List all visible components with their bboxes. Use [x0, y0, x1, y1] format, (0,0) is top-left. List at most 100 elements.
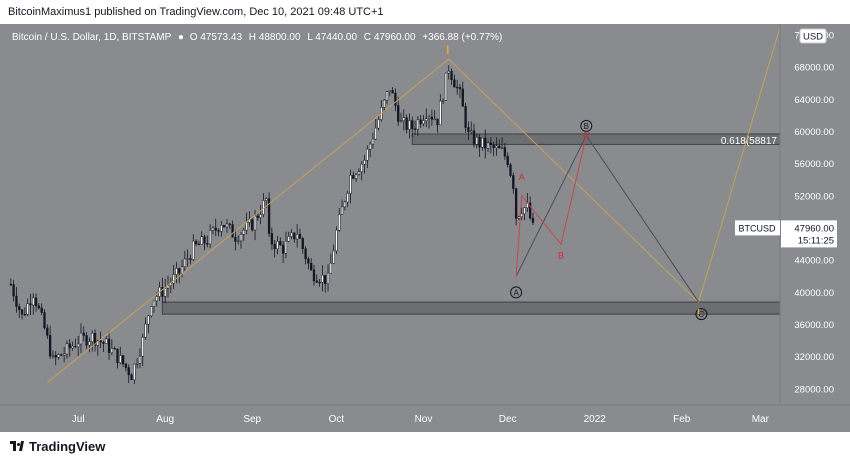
candle-2021-06-24	[57, 354, 60, 358]
candle-2021-07-18	[124, 363, 128, 368]
candle-2021-11-07	[439, 100, 442, 126]
candle-2021-06-07	[9, 284, 12, 286]
candle-2021-11-30	[503, 147, 507, 157]
candle-2021-08-10	[189, 258, 192, 260]
candle-2021-06-22	[51, 354, 55, 357]
footer-brand[interactable]: TradingView	[29, 438, 106, 454]
candle-2021-09-21	[307, 258, 310, 264]
candle-2021-08-01	[164, 288, 167, 297]
candle-2021-06-12	[23, 314, 26, 316]
legend-high-label: H	[249, 32, 256, 43]
candle-2021-10-29	[413, 128, 417, 130]
legend-symbol: Bitcoin / U.S. Dollar, 1D, BITSTAMP	[12, 32, 172, 43]
price-axis-tick-label: 40000.00	[794, 288, 834, 299]
candle-2021-06-21	[48, 335, 52, 357]
candle-2021-11-29	[500, 147, 504, 149]
candle-2021-07-27	[150, 306, 153, 317]
candle-2021-07-05	[88, 341, 91, 346]
currency-label: USD	[803, 32, 823, 43]
candle-2021-09-16	[293, 232, 296, 240]
candle-2021-07-11	[105, 338, 108, 344]
candle-2021-08-19	[214, 227, 217, 231]
candle-2021-11-01	[422, 120, 425, 125]
candle-2021-12-02	[509, 164, 512, 176]
published-by-line: BitcoinMaximus1 published on TradingView…	[0, 0, 850, 24]
legend-close-value: 47960.00	[374, 32, 416, 43]
candle-2021-09-11	[279, 241, 282, 246]
candle-2021-07-16	[119, 355, 122, 364]
candle-2021-10-01	[335, 229, 338, 252]
abc-wave-line	[515, 134, 700, 303]
candle-2021-10-27	[408, 120, 411, 130]
candle-2021-12-07	[523, 207, 526, 215]
candle-2021-06-19	[43, 312, 46, 329]
candle-2021-08-27	[237, 240, 240, 242]
candle-2021-09-20	[304, 248, 307, 260]
candle-2021-09-29	[329, 262, 332, 274]
legend-open-label: O	[190, 32, 198, 43]
candle-2021-10-09	[357, 171, 361, 175]
candle-2021-08-15	[203, 236, 206, 244]
candle-2021-08-24	[228, 223, 231, 225]
candle-2021-09-12	[281, 244, 285, 254]
candle-2021-11-05	[433, 118, 436, 121]
symbol-legend: Bitcoin / U.S. Dollar, 1D, BITSTAMP ● O …	[12, 32, 502, 43]
symbol-tag-label: BTCUSD	[738, 223, 776, 233]
candle-2021-12-06	[520, 213, 523, 217]
candle-2021-08-12	[194, 240, 198, 245]
candle-2021-09-13	[284, 241, 288, 254]
candle-2021-09-01	[251, 219, 254, 231]
candle-2021-07-07	[93, 332, 97, 346]
currency-button[interactable]: USD	[799, 28, 827, 44]
candle-2021-08-26	[234, 236, 237, 242]
candle-2021-07-26	[147, 315, 150, 325]
candle-2021-11-18	[470, 130, 473, 133]
time-axis-tick-label: Feb	[673, 414, 691, 425]
candle-2021-10-24	[399, 120, 403, 122]
candle-2021-08-21	[220, 224, 223, 232]
candle-2021-07-28	[152, 300, 156, 307]
candle-2021-08-29	[242, 229, 245, 235]
candle-2021-11-02	[425, 118, 428, 121]
candle-2021-09-22	[310, 263, 313, 271]
wave-label-circle	[695, 308, 708, 321]
price-zones: 0.618(58817	[161, 133, 781, 315]
price-axis-tick-label: 56000.00	[794, 159, 834, 170]
candle-2021-11-10	[447, 70, 450, 74]
wave-lines	[46, 26, 781, 383]
tradingview-logo-icon[interactable]	[10, 441, 24, 451]
candle-2021-12-09	[529, 202, 532, 219]
time-axis-tick-label: Oct	[329, 414, 345, 425]
candle-2021-07-04	[85, 335, 88, 346]
symbol-tag	[735, 220, 780, 236]
candle-2021-06-23	[54, 354, 57, 358]
candle-2021-07-14	[113, 348, 116, 350]
candle-2021-10-16	[377, 119, 380, 129]
candle-2021-10-10	[360, 163, 363, 172]
candle-2021-07-01	[77, 343, 80, 348]
candle-2021-07-23	[138, 355, 142, 364]
candle-2021-08-07	[180, 266, 184, 274]
time-axis-tick-label: 2022	[584, 414, 607, 425]
candle-2021-10-08	[354, 174, 358, 179]
candle-2021-08-16	[206, 243, 209, 245]
legend-low-label: L	[307, 32, 313, 43]
time-axis-tick-label: Nov	[415, 414, 433, 425]
candle-2021-10-23	[397, 105, 400, 122]
candle-2021-09-25	[318, 281, 321, 284]
candle-2021-06-16	[34, 297, 38, 307]
candle-2021-06-29	[71, 345, 74, 349]
wave-label-circle	[510, 286, 523, 299]
candle-2021-08-08	[183, 258, 187, 267]
candle-2021-08-17	[208, 230, 212, 245]
candle-2021-07-06	[91, 332, 94, 342]
candle-2021-07-10	[102, 341, 105, 344]
plot-area	[8, 27, 780, 405]
candle-2021-08-30	[245, 222, 248, 231]
candle-2021-11-28	[498, 145, 501, 149]
subwave-label-b: B	[558, 251, 564, 261]
wave-label-a: A	[513, 288, 519, 297]
candle-2021-09-24	[315, 280, 318, 283]
